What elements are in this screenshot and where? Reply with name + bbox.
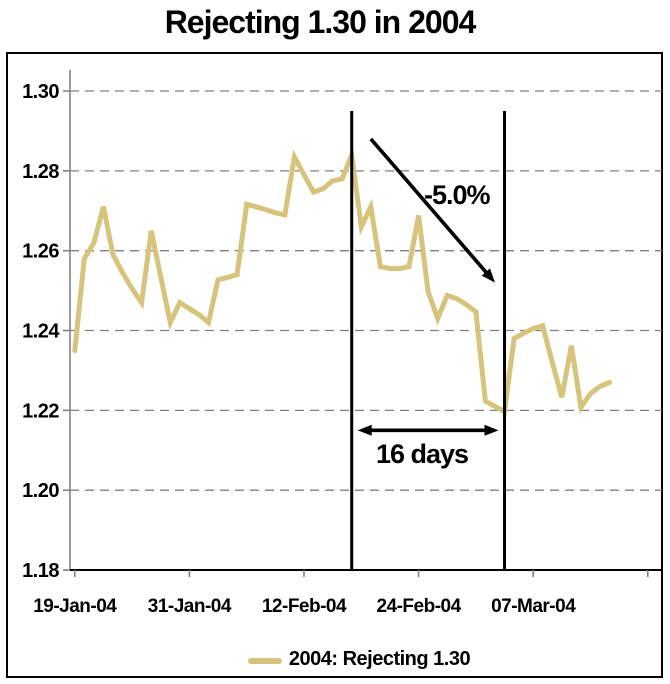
y-tick-label: 1.26 xyxy=(22,241,59,263)
annotation-percent-drop: -5.0% xyxy=(424,180,491,210)
legend-line-swatch xyxy=(247,657,282,664)
series-line xyxy=(72,145,613,416)
y-tick-label: 1.30 xyxy=(22,81,59,103)
drop-arrow-head xyxy=(481,268,495,283)
duration-arrow-head xyxy=(484,424,499,436)
x-tick-label: 07-Mar-04 xyxy=(491,596,576,617)
chart-border-box xyxy=(6,52,663,678)
annotation-duration: 16 days xyxy=(376,439,469,469)
x-tick-label: 12-Feb-04 xyxy=(262,596,347,617)
legend-label: 2004: Rejecting 1.30 xyxy=(288,648,471,670)
y-tick-label: 1.18 xyxy=(22,560,59,582)
x-tick-label: 31-Jan-04 xyxy=(148,596,232,617)
x-tick-label: 24-Feb-04 xyxy=(376,596,461,617)
y-tick-label: 1.24 xyxy=(22,321,60,343)
legend: 2004: Rejecting 1.30 xyxy=(0,648,670,671)
drop-arrow xyxy=(369,137,491,277)
chart-title: Rejecting 1.30 in 2004 xyxy=(164,4,477,40)
y-tick-label: 1.22 xyxy=(22,400,59,422)
y-tick-label: 1.20 xyxy=(22,480,59,502)
duration-arrow-head xyxy=(357,424,372,436)
x-tick-label: 19-Jan-04 xyxy=(33,596,117,617)
y-tick-label: 1.28 xyxy=(22,161,59,183)
